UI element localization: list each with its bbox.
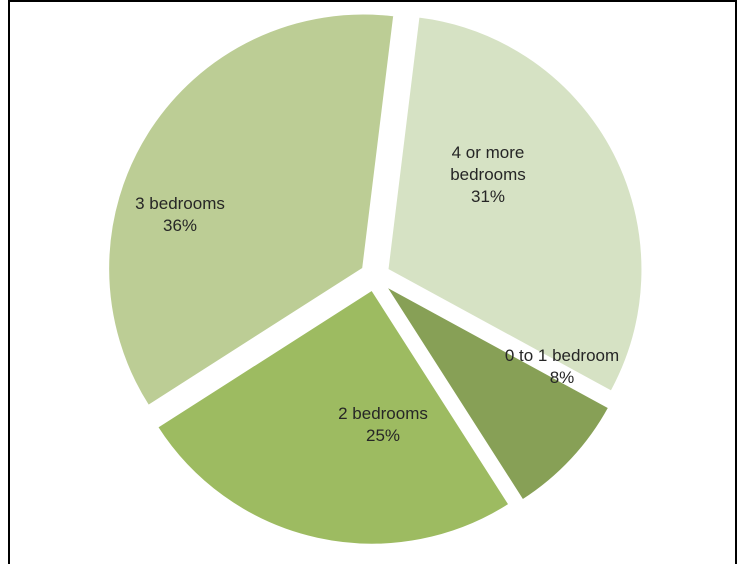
pie-slice-0-to-1-bedroom [384, 284, 611, 502]
pie-slice-3-bedrooms [107, 12, 396, 408]
slice-label: 0 to 1 bedroom 8% [505, 346, 619, 387]
slice-label: 4 or more bedrooms 31% [450, 143, 526, 206]
pie-slice-2-bedrooms [155, 288, 511, 546]
slice-label: 3 bedrooms 36% [135, 194, 225, 235]
slice-label: 2 bedrooms 25% [338, 404, 428, 445]
pie-slice-4-or-more-bedrooms [386, 15, 644, 394]
